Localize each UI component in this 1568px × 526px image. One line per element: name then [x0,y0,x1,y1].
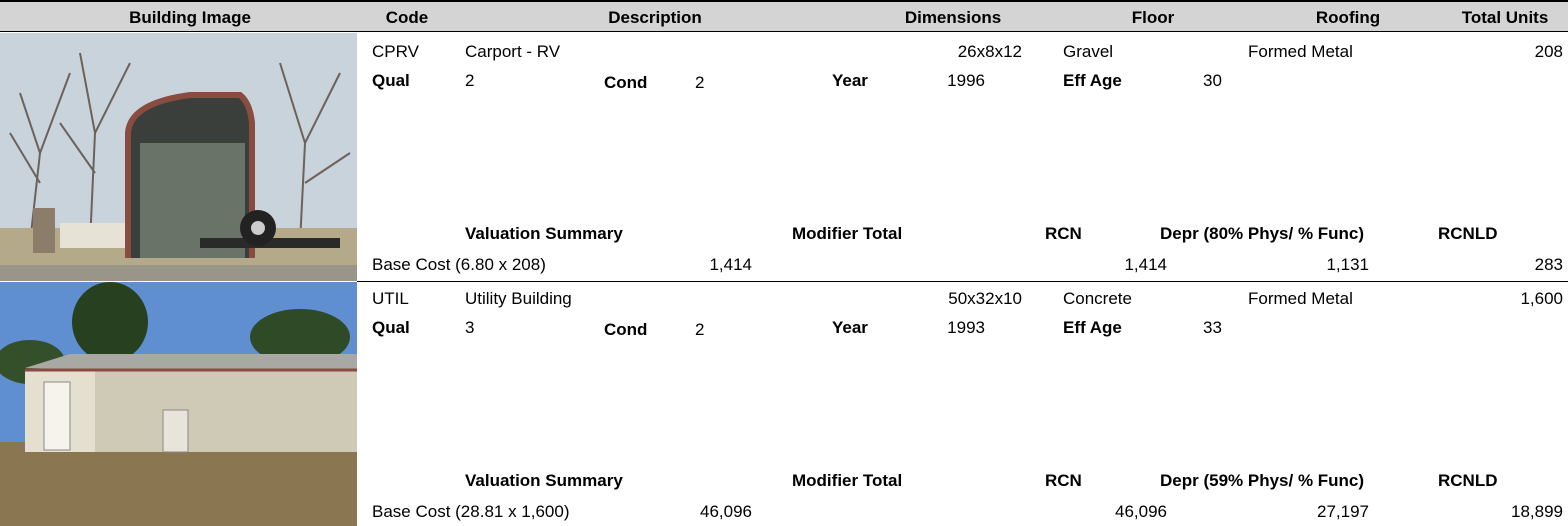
rcn: 46,096 [1115,502,1167,522]
header-cell: Code [386,8,429,28]
depr: 1,131 [1326,255,1369,275]
eff-age: 33 [1203,318,1222,338]
label: Year [832,71,868,91]
building-image [0,33,357,281]
label: Eff Age [1063,71,1122,91]
column-label: RCNLD [1438,224,1498,244]
header-cell: Description [608,8,702,28]
rcnld: 18,899 [1511,502,1563,522]
header-row: Building Image Code Description Dimensio… [0,0,1568,32]
roofing: Formed Metal [1248,289,1353,309]
section-label: Valuation Summary [465,224,623,244]
total-units: 208 [1535,42,1563,62]
label: Eff Age [1063,318,1122,338]
column-label: RCN [1045,471,1082,491]
cond: 2 [695,73,704,93]
column-label: Depr (80% Phys/ % Func) [1160,224,1364,244]
dimensions: 26x8x12 [958,42,1022,62]
column-label: Modifier Total [792,471,902,491]
roofing: Formed Metal [1248,42,1353,62]
label: Qual [372,318,410,338]
header-cell: Building Image [129,8,251,28]
base-cost: 1,414 [709,255,752,275]
label: Cond [604,320,647,340]
header-cell: Total Units [1462,8,1549,28]
header-cell: Roofing [1316,8,1380,28]
depr: 27,197 [1317,502,1369,522]
header-cell: Dimensions [905,8,1001,28]
cond: 2 [695,320,704,340]
year: 1996 [947,71,985,91]
column-label: Depr (59% Phys/ % Func) [1160,471,1364,491]
qual: 3 [465,318,474,338]
header-cell: Floor [1132,8,1175,28]
year: 1993 [947,318,985,338]
base-cost-label: Base Cost (28.81 x 1,600) [372,502,570,522]
description: Utility Building [465,289,572,309]
floor: Concrete [1063,289,1132,309]
label: Cond [604,73,647,93]
code: UTIL [372,289,409,309]
column-label: Modifier Total [792,224,902,244]
label: Year [832,318,868,338]
rcnld: 283 [1535,255,1563,275]
row-separator [357,281,1568,282]
qual: 2 [465,71,474,91]
building-image [0,282,357,526]
floor: Gravel [1063,42,1113,62]
base-cost: 46,096 [700,502,752,522]
column-label: RCN [1045,224,1082,244]
section-label: Valuation Summary [465,471,623,491]
description: Carport - RV [465,42,560,62]
dimensions: 50x32x10 [948,289,1022,309]
code: CPRV [372,42,419,62]
base-cost-label: Base Cost (6.80 x 208) [372,255,546,275]
label: Qual [372,71,410,91]
total-units: 1,600 [1520,289,1563,309]
eff-age: 30 [1203,71,1222,91]
page: Building Image Code Description Dimensio… [0,0,1568,526]
rcn: 1,414 [1124,255,1167,275]
column-label: RCNLD [1438,471,1498,491]
